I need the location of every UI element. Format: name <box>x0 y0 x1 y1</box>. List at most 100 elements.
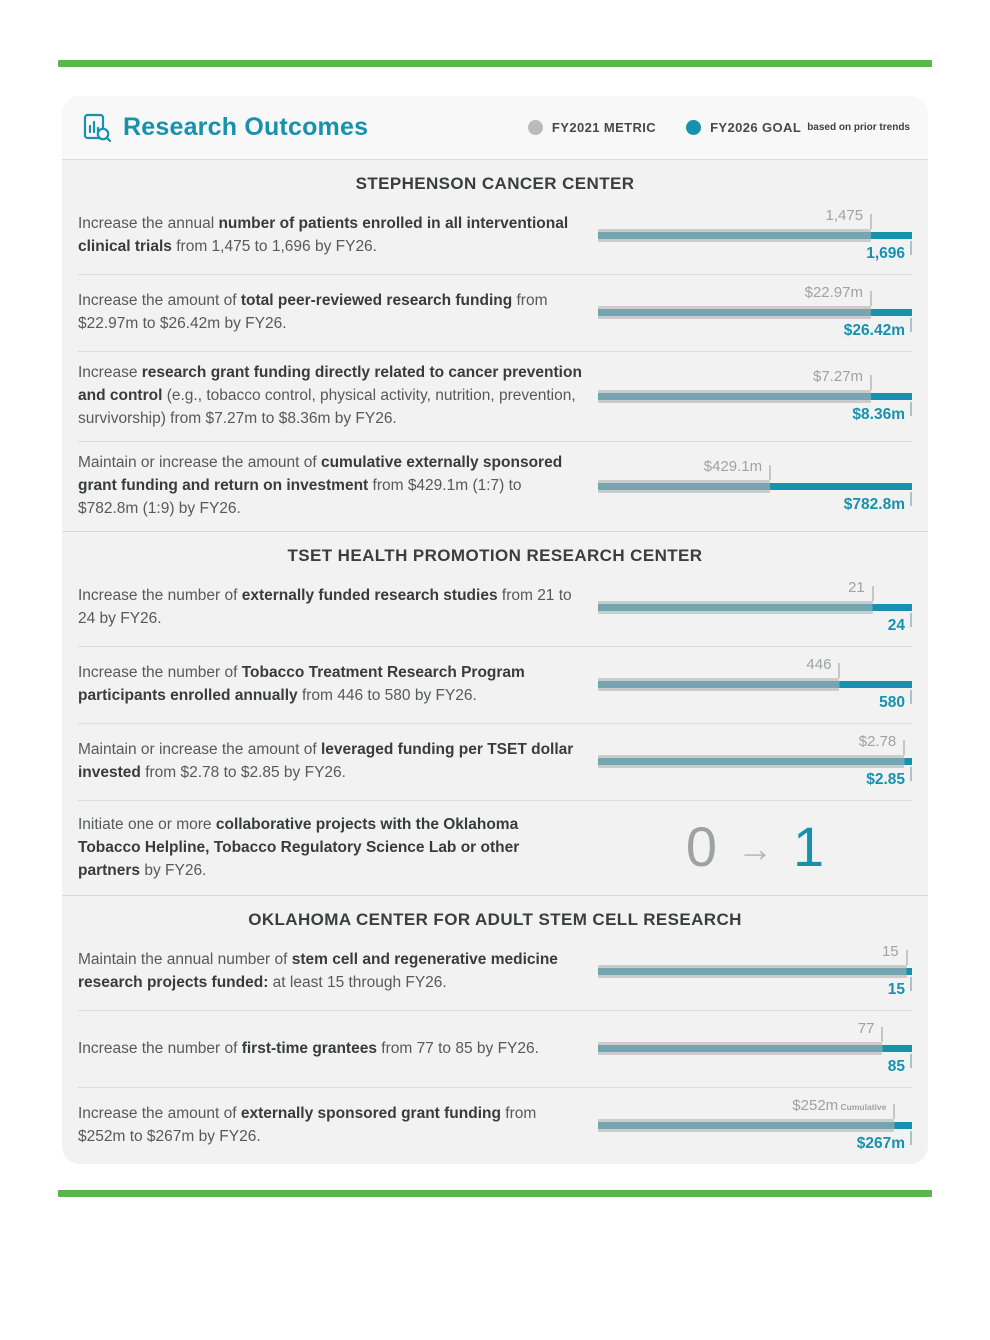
metric-row: Increase the annual number of patients e… <box>62 198 928 274</box>
fy2026-value-label: 85 <box>887 1058 905 1075</box>
metric-divider <box>78 1087 912 1088</box>
bar-chart-magnifier-icon <box>80 111 114 145</box>
fy2021-value-label: $252m Cumulative <box>792 1097 887 1114</box>
metric-description: Maintain the annual number of stem cell … <box>78 948 584 994</box>
metric-description: Increase the number of externally funded… <box>78 584 584 630</box>
metric-row: Increase the number of Tobacco Treatment… <box>62 647 928 723</box>
top-green-rule <box>58 60 932 67</box>
metric-divider <box>78 274 912 275</box>
bar-track <box>598 389 912 403</box>
metric-row: Maintain the annual number of stem cell … <box>62 934 928 1010</box>
fy2026-goal-bar <box>598 604 912 611</box>
metric-bar-chart: 446 580 <box>598 656 912 712</box>
bar-track <box>598 479 912 493</box>
fy2026-goal-dot <box>686 120 702 135</box>
fy2026-goal-bar <box>598 1122 912 1129</box>
bar-track <box>598 306 912 319</box>
fy2026-value-label: $8.36m <box>852 405 905 423</box>
bar-track <box>598 1042 912 1055</box>
card-header: Research Outcomes FY2021 METRIC FY2026 G… <box>62 96 928 160</box>
metric-description: Maintain or increase the amount of cumul… <box>78 451 584 520</box>
metric-text-regular: at least 15 through FY26. <box>268 974 447 991</box>
fy2026-goal-bar <box>598 392 912 400</box>
metric-row: Initiate one or more collaborative proje… <box>62 801 928 895</box>
metric-text-regular: Increase <box>78 364 142 381</box>
metric-text-regular: (e.g., tobacco control, physical activit… <box>78 387 576 427</box>
metric-divider <box>78 441 912 442</box>
fy2026-value-label: 15 <box>887 981 905 998</box>
metric-bar-chart: 77 85 <box>598 1020 912 1076</box>
metric-text-regular: Increase the amount of <box>78 1105 241 1122</box>
metric-description: Increase the number of Tobacco Treatment… <box>78 661 584 707</box>
fy2026-goal-bar <box>598 309 912 316</box>
metric-text-bold: externally funded research studies <box>241 587 498 604</box>
fy2026-tick <box>910 767 912 781</box>
fy2026-goal-bar <box>598 758 912 765</box>
metric-bar-chart: $22.97m $26.42m <box>598 284 912 340</box>
fy2026-value-label: $26.42m <box>843 322 905 339</box>
legend-note: based on prior trends <box>807 122 910 133</box>
fy2026-tick <box>910 977 912 991</box>
metric-text-regular: from 446 to 580 by FY26. <box>297 687 477 704</box>
fy2021-note: Cumulative <box>838 1102 887 1112</box>
fy2026-tick <box>910 613 912 627</box>
page-title: Research Outcomes <box>123 113 369 141</box>
fy2026-value-label: $2.85 <box>866 771 905 788</box>
metric-text-regular: by FY26. <box>140 861 207 879</box>
metric-description: Initiate one or more collaborative proje… <box>78 813 584 882</box>
metric-divider <box>78 646 912 647</box>
fy2021-tick <box>903 740 906 755</box>
metric-text-regular: Increase the number of <box>78 587 242 604</box>
fy2026-tick <box>910 1054 912 1068</box>
fy2021-value-label: 77 <box>857 1020 875 1037</box>
bar-track <box>598 755 912 768</box>
section-title: STEPHENSON CANCER CENTER <box>355 174 635 193</box>
metric-row: Increase the amount of externally sponso… <box>62 1088 928 1164</box>
fy2026-goal-bar <box>598 232 912 239</box>
metric-text-regular: Maintain or increase the amount of <box>78 454 321 471</box>
metric-bar-chart: $7.27m $8.36m <box>598 368 912 424</box>
metric-text-regular: Increase the number of <box>78 664 242 681</box>
metric-text-regular: from $429.1m (1:7) to $782.8m (1:9) by F… <box>78 477 522 517</box>
fy2021-value-label: $2.78 <box>858 733 897 750</box>
research-outcomes-card: Research Outcomes FY2021 METRIC FY2026 G… <box>62 96 928 1164</box>
bar-track <box>598 965 912 978</box>
title-group: Research Outcomes <box>80 111 368 145</box>
metric-row: Increase the number of externally funded… <box>62 570 928 646</box>
section-tset-health-promotion-research-center: TSET HEALTH PROMOTION RESEARCH CENTER Inc… <box>62 531 928 895</box>
metric-text-regular: from 1,475 to 1,696 by FY26. <box>171 238 377 255</box>
legend: FY2021 METRIC FY2026 GOAL based on prior… <box>527 120 910 135</box>
bar-track <box>598 678 912 691</box>
metric-divider <box>78 723 912 724</box>
fy2026-tick <box>910 491 912 506</box>
metric-description: Increase the number of first-time grante… <box>78 1037 584 1060</box>
fy2021-tick <box>769 464 772 480</box>
fy2026-value-label: $782.8m <box>843 495 905 513</box>
fy2021-tick <box>870 214 873 229</box>
fy2021-metric-label: FY2021 METRIC <box>551 120 657 135</box>
fy2026-goal-bar <box>598 1045 912 1052</box>
fy2026-tick <box>910 318 912 332</box>
metric-text-bold: first-time grantees <box>241 1039 377 1057</box>
transition-to-value: 1 <box>793 815 825 878</box>
fy2021-value-label: $7.27m <box>813 367 864 385</box>
metric-description: Increase research grant funding directly… <box>78 361 584 430</box>
fy2021-tick <box>869 291 872 306</box>
fy2021-tick <box>893 1104 896 1119</box>
fy2026-value-label: 24 <box>887 617 905 634</box>
fy2026-value-label: 1,696 <box>866 245 905 262</box>
fy2026-goal-bar <box>598 968 912 975</box>
metric-text-regular: Increase the annual <box>78 215 219 232</box>
section-oklahoma-center-for-adult-stem-cell-research: OKLAHOMA CENTER FOR ADULT STEM CELL RESE… <box>62 895 928 1164</box>
metric-text-bold: stem cell and regenerative medicine rese… <box>78 951 558 991</box>
bar-track <box>598 601 912 614</box>
fy2021-value-label: $429.1m <box>703 457 763 475</box>
metric-row: Increase the amount of total peer-review… <box>62 275 928 351</box>
fy2026-goal-bar <box>598 681 912 688</box>
fy2026-tick <box>910 401 912 416</box>
metric-text-bold: total peer-reviewed research funding <box>240 292 513 309</box>
metric-bar-chart: $429.1m $782.8m <box>598 458 912 514</box>
right-arrow-icon: → <box>737 828 773 869</box>
metric-divider <box>78 1010 912 1011</box>
metric-text-regular: Maintain or increase the amount of <box>78 741 321 758</box>
